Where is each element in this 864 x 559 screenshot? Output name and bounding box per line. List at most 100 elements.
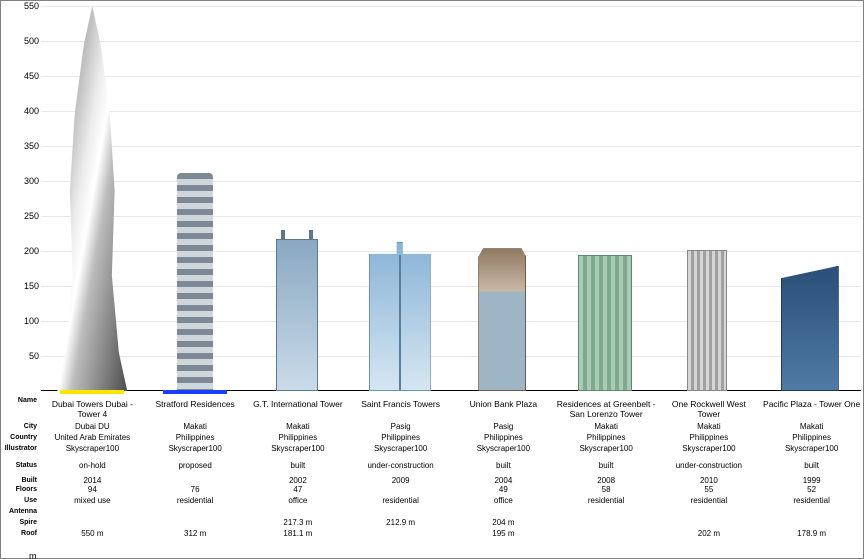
cell: 2004 bbox=[452, 476, 555, 485]
y-tick: 250 bbox=[3, 211, 39, 221]
cell bbox=[144, 476, 247, 485]
row-label: Floors bbox=[1, 485, 41, 494]
y-tick: 100 bbox=[3, 316, 39, 326]
cell: Skyscraper100 bbox=[760, 444, 863, 453]
cell bbox=[349, 529, 452, 538]
cell: Skyscraper100 bbox=[555, 444, 658, 453]
cell: 1999 bbox=[760, 476, 863, 485]
diagram-frame: 50100150200250300350400450500550 m NameD… bbox=[0, 0, 864, 559]
row-label: Status bbox=[1, 461, 41, 470]
cell bbox=[144, 518, 247, 527]
row-label: Spire bbox=[1, 518, 41, 527]
row-cells: 550 m312 m181.1 m195 m202 m178.9 m bbox=[41, 529, 863, 538]
cell: Skyscraper100 bbox=[658, 444, 761, 453]
cell: mixed use bbox=[41, 496, 144, 505]
y-tick: 450 bbox=[3, 71, 39, 81]
row-label: Use bbox=[1, 496, 41, 505]
cell: Philippines bbox=[247, 433, 350, 442]
y-tick: 150 bbox=[3, 281, 39, 291]
cell: under-construction bbox=[349, 461, 452, 470]
data-row-country: CountryUnited Arab EmiratesPhilippinesPh… bbox=[1, 433, 863, 444]
cell: 181.1 m bbox=[247, 529, 350, 538]
cell: Dubai Towers Dubai - Tower 4 bbox=[41, 396, 144, 422]
row-cells: Dubai Towers Dubai - Tower 4Stratford Re… bbox=[41, 396, 863, 422]
cell: Saint Francis Towers bbox=[349, 396, 452, 422]
cell bbox=[555, 518, 658, 527]
cell: Skyscraper100 bbox=[247, 444, 350, 453]
y-tick: 50 bbox=[3, 351, 39, 361]
cell: Philippines bbox=[452, 433, 555, 442]
cell: 2009 bbox=[349, 476, 452, 485]
cell: Makati bbox=[555, 422, 658, 431]
y-tick: 550 bbox=[3, 1, 39, 11]
cell: built bbox=[247, 461, 350, 470]
cell: residential bbox=[144, 496, 247, 505]
row-label: City bbox=[1, 422, 41, 431]
data-row-illustrator: IllustratorSkyscraper100Skyscraper100Sky… bbox=[1, 444, 863, 455]
building-silhouette bbox=[369, 242, 431, 391]
buildings-row bbox=[41, 6, 861, 391]
data-row-city: CityDubai DUMakatiMakatiPasigPasigMakati… bbox=[1, 422, 863, 433]
cell: 312 m bbox=[144, 529, 247, 538]
cell: Stratford Residences bbox=[144, 396, 247, 422]
cell: 2010 bbox=[658, 476, 761, 485]
cell: office bbox=[452, 496, 555, 505]
cell: 2014 bbox=[41, 476, 144, 485]
row-cells: Dubai DUMakatiMakatiPasigPasigMakatiMaka… bbox=[41, 422, 863, 431]
cell: Philippines bbox=[144, 433, 247, 442]
cell: built bbox=[452, 461, 555, 470]
building-column bbox=[451, 6, 554, 391]
cell: residential bbox=[349, 496, 452, 505]
row-cells: United Arab EmiratesPhilippinesPhilippin… bbox=[41, 433, 863, 442]
cell: Makati bbox=[658, 422, 761, 431]
building-silhouette bbox=[781, 266, 839, 391]
data-row-built: Built2014 200220092004200820101999 bbox=[1, 470, 863, 485]
cell: Philippines bbox=[349, 433, 452, 442]
cell bbox=[41, 518, 144, 527]
y-tick: 400 bbox=[3, 106, 39, 116]
cell: residential bbox=[658, 496, 761, 505]
building-silhouette bbox=[177, 173, 213, 391]
cell: residential bbox=[760, 496, 863, 505]
cell: 550 m bbox=[41, 529, 144, 538]
data-row-roof: Roof550 m312 m181.1 m195 m202 m178.9 m bbox=[1, 529, 863, 540]
cell: 217.3 m bbox=[247, 518, 350, 527]
cell: 204 m bbox=[452, 518, 555, 527]
data-row-floors: Floors94764749585552 bbox=[1, 485, 863, 496]
cell bbox=[760, 518, 863, 527]
cell: Makati bbox=[247, 422, 350, 431]
cell: 178.9 m bbox=[760, 529, 863, 538]
cell: Philippines bbox=[658, 433, 761, 442]
cell: built bbox=[760, 461, 863, 470]
cell: 94 bbox=[41, 485, 144, 494]
building-silhouette bbox=[687, 250, 727, 391]
y-tick: 200 bbox=[3, 246, 39, 256]
building-column bbox=[349, 6, 452, 391]
cell: Residences at Greenbelt - San Lorenzo To… bbox=[555, 396, 658, 422]
row-label: Built bbox=[1, 476, 41, 485]
cell bbox=[555, 529, 658, 538]
row-label: Name bbox=[1, 396, 41, 405]
cell: on-hold bbox=[41, 461, 144, 470]
cell: Philippines bbox=[760, 433, 863, 442]
cell: Skyscraper100 bbox=[41, 444, 144, 453]
row-cells: 94764749585552 bbox=[41, 485, 863, 494]
cell: proposed bbox=[144, 461, 247, 470]
cell: residential bbox=[555, 496, 658, 505]
building-underline bbox=[60, 390, 124, 394]
cell: built bbox=[555, 461, 658, 470]
y-tick: 300 bbox=[3, 176, 39, 186]
cell: Pacific Plaza - Tower One bbox=[760, 396, 863, 422]
cell: 58 bbox=[555, 485, 658, 494]
building-silhouette bbox=[276, 239, 318, 391]
cell: Pasig bbox=[349, 422, 452, 431]
row-label: Roof bbox=[1, 529, 41, 538]
cell: 2008 bbox=[555, 476, 658, 485]
cell: Makati bbox=[144, 422, 247, 431]
cell: 55 bbox=[658, 485, 761, 494]
cell: One Rockwell West Tower bbox=[658, 396, 761, 422]
building-column bbox=[246, 6, 349, 391]
cell: 47 bbox=[247, 485, 350, 494]
cell: Philippines bbox=[555, 433, 658, 442]
cell: 2002 bbox=[247, 476, 350, 485]
